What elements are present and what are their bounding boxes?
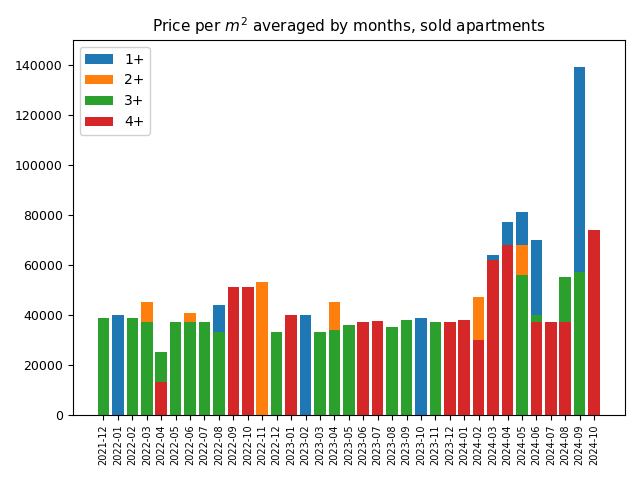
Bar [98, 318, 109, 415]
Bar [112, 315, 124, 415]
Bar [170, 322, 181, 415]
Bar [300, 315, 311, 415]
Bar [574, 68, 586, 415]
Bar [184, 313, 196, 415]
Bar [487, 260, 499, 415]
Bar [516, 245, 528, 415]
Bar [516, 212, 528, 415]
Bar [127, 318, 138, 415]
Bar [444, 322, 456, 415]
Bar [473, 340, 484, 415]
Bar [559, 277, 571, 415]
Bar [242, 287, 253, 415]
Bar [314, 332, 326, 415]
Bar [559, 322, 571, 415]
Bar [328, 330, 340, 415]
Bar [358, 322, 369, 415]
Bar [213, 305, 225, 415]
Bar [213, 332, 225, 415]
Bar [473, 340, 484, 415]
Bar [141, 302, 152, 415]
Bar [458, 320, 470, 415]
Bar [487, 322, 499, 415]
Bar [545, 322, 557, 415]
Bar [156, 352, 167, 415]
Bar [429, 322, 441, 415]
Bar [372, 321, 383, 415]
Bar [502, 245, 513, 415]
Bar [184, 322, 196, 415]
Bar [502, 222, 513, 415]
Title: Price per $m^2$ averaged by months, sold apartments: Price per $m^2$ averaged by months, sold… [152, 15, 545, 36]
Bar [372, 321, 383, 415]
Bar [559, 277, 571, 415]
Bar [516, 275, 528, 415]
Bar [328, 302, 340, 415]
Legend: 1+, 2+, 3+, 4+: 1+, 2+, 3+, 4+ [79, 47, 150, 135]
Bar [531, 240, 542, 415]
Bar [228, 287, 239, 415]
Bar [141, 322, 152, 415]
Bar [574, 272, 586, 415]
Bar [242, 332, 253, 415]
Bar [271, 332, 282, 415]
Bar [401, 320, 412, 415]
Bar [588, 230, 600, 415]
Bar [473, 297, 484, 415]
Bar [531, 315, 542, 415]
Bar [387, 327, 398, 415]
Bar [257, 282, 268, 415]
Bar [545, 322, 557, 415]
Bar [285, 315, 297, 415]
Bar [531, 322, 542, 415]
Bar [415, 318, 427, 415]
Bar [343, 324, 355, 415]
Bar [156, 382, 167, 415]
Bar [487, 255, 499, 415]
Bar [588, 302, 600, 415]
Bar [199, 322, 211, 415]
